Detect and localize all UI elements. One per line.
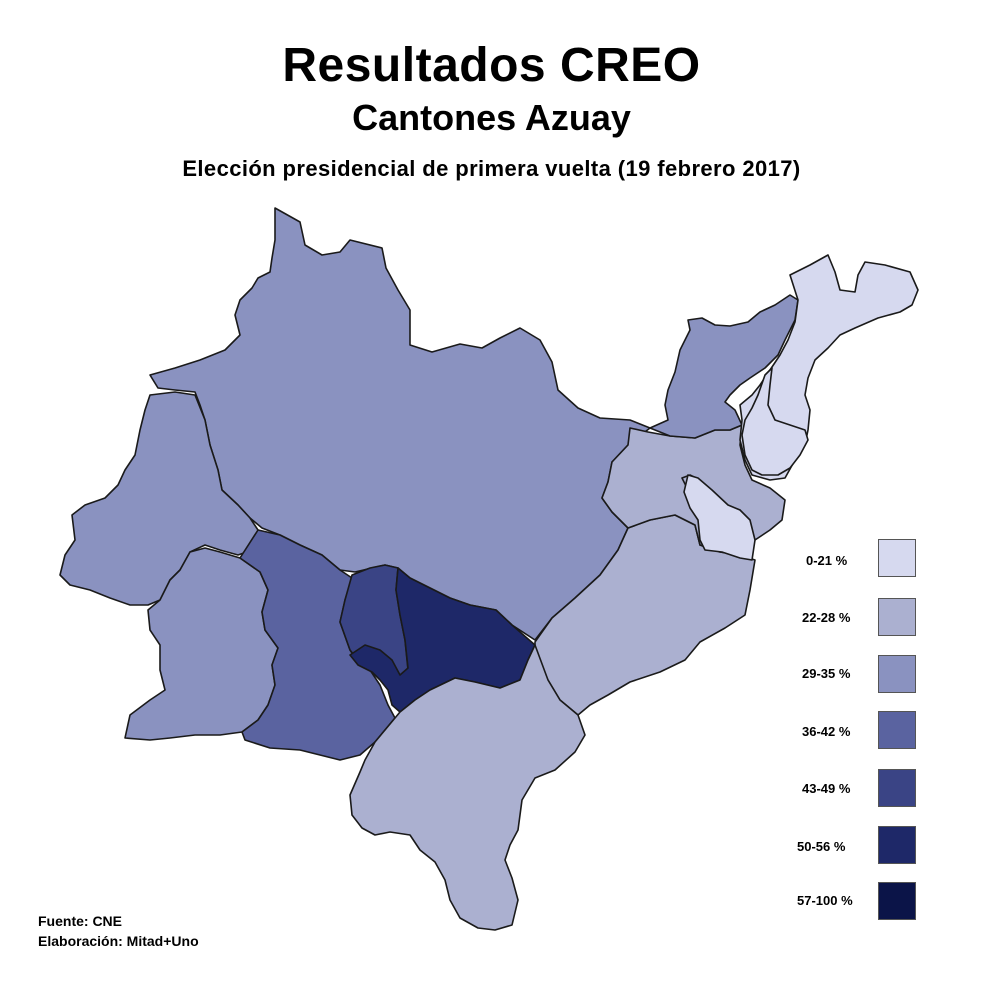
map-subtitle: Cantones Azuay bbox=[352, 97, 631, 138]
legend-swatch-2 bbox=[878, 598, 916, 636]
legend-swatch-6 bbox=[878, 826, 916, 864]
legend-label-2: 22-28 % bbox=[802, 610, 851, 625]
legend-label-3: 29-35 % bbox=[802, 666, 851, 681]
legend-label-7: 57-100 % bbox=[797, 893, 853, 908]
legend-swatch-3 bbox=[878, 655, 916, 693]
footer-author: Elaboración: Mitad+Uno bbox=[38, 933, 199, 949]
map-title: Resultados CREO bbox=[282, 39, 701, 92]
legend-swatch-7 bbox=[878, 882, 916, 920]
map-caption: Elección presidencial de primera vuelta … bbox=[182, 156, 801, 181]
legend-label-1: 0-21 % bbox=[806, 553, 848, 568]
legend-label-6: 50-56 % bbox=[797, 839, 846, 854]
legend-swatch-1 bbox=[878, 539, 916, 577]
canton-east-small-inner[interactable] bbox=[741, 367, 809, 476]
footer-source: Fuente: CNE bbox=[38, 913, 122, 929]
legend-label-5: 43-49 % bbox=[802, 781, 851, 796]
canton-south[interactable] bbox=[349, 644, 586, 931]
legend-swatch-5 bbox=[878, 769, 916, 807]
canton-east-small-island[interactable] bbox=[683, 474, 756, 561]
legend-swatch-4 bbox=[878, 711, 916, 749]
legend-label-4: 36-42 % bbox=[802, 724, 851, 739]
